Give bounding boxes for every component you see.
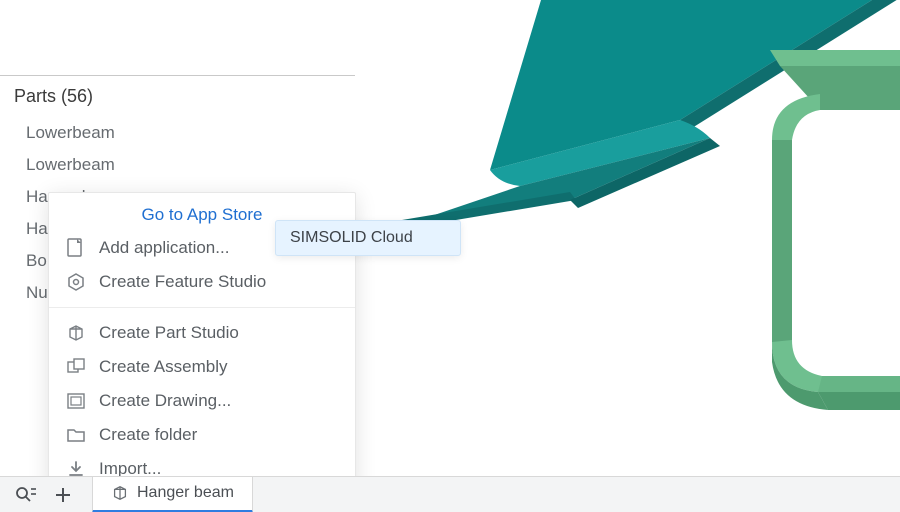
- menu-label: Go to App Store: [142, 205, 263, 225]
- plus-icon: [54, 486, 72, 504]
- submenu-simsolid-cloud[interactable]: SIMSOLID Cloud: [275, 220, 461, 256]
- add-tab-button[interactable]: [48, 481, 78, 509]
- parts-panel-title: Parts (56): [14, 86, 341, 107]
- drawing-icon: [65, 390, 87, 412]
- tab-label: Hanger beam: [137, 484, 234, 502]
- folder-icon: [65, 424, 87, 446]
- assembly-icon: [65, 356, 87, 378]
- menu-create-assembly[interactable]: Create Assembly: [49, 350, 355, 384]
- parts-item[interactable]: Lowerbeam: [14, 149, 341, 181]
- model-green-channel: [700, 50, 900, 450]
- menu-separator: [49, 307, 355, 308]
- search-settings-icon: [14, 485, 36, 505]
- menu-create-feature-studio[interactable]: Create Feature Studio: [49, 265, 355, 299]
- menu-label: Create Assembly: [99, 357, 228, 377]
- viewport: Parts (56) Lowerbeam Lowerbeam Hangerbea…: [0, 0, 900, 512]
- bottom-bar: Hanger beam: [0, 476, 900, 512]
- menu-create-drawing[interactable]: Create Drawing...: [49, 384, 355, 418]
- search-filter-button[interactable]: [10, 481, 40, 509]
- menu-label: Create Part Studio: [99, 323, 239, 343]
- part-studio-icon: [65, 322, 87, 344]
- document-plus-icon: [65, 237, 87, 259]
- menu-label: Create Drawing...: [99, 391, 231, 411]
- menu-create-part-studio[interactable]: Create Part Studio: [49, 316, 355, 350]
- feature-studio-icon: [65, 271, 87, 293]
- parts-item[interactable]: Lowerbeam: [14, 117, 341, 149]
- menu-label: Add application...: [99, 238, 229, 258]
- menu-create-folder[interactable]: Create folder: [49, 418, 355, 452]
- part-studio-icon: [111, 484, 129, 502]
- menu-label: Create Feature Studio: [99, 272, 266, 292]
- menu-label: Create folder: [99, 425, 197, 445]
- submenu-label: SIMSOLID Cloud: [290, 229, 413, 247]
- tab-hanger-beam[interactable]: Hanger beam: [92, 477, 253, 512]
